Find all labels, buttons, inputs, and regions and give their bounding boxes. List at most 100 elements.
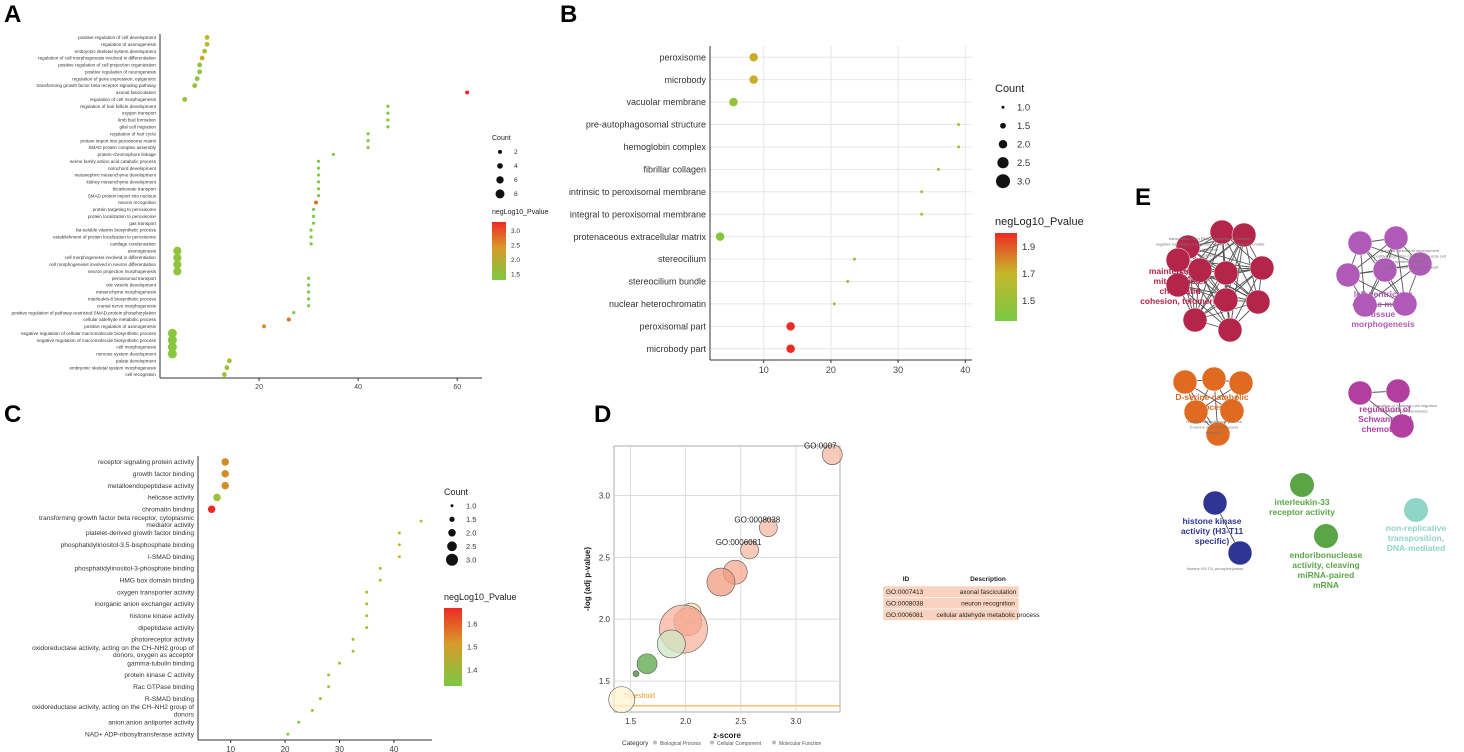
category-label: growth factor binding	[133, 471, 195, 478]
color-legend-label: 1.7	[1022, 269, 1035, 280]
cluster-label: interleukin-33	[1274, 497, 1330, 507]
data-point	[297, 720, 301, 724]
panel-c-dotplot: 10 20 30 40 receptor signaling protein activ…	[32, 456, 517, 752]
category-label: cellular aldehyde metabolic process	[83, 317, 156, 322]
data-point	[397, 531, 401, 535]
y-tick-label: 2.5	[599, 553, 611, 562]
category-label: fat-soluble vitamin biosynthetic process	[76, 228, 157, 233]
size-legend-label: 6	[514, 177, 518, 184]
category-label: limb bud formation	[118, 118, 156, 123]
category-label: integral to peroxisomal membrane	[570, 209, 706, 219]
bubble	[821, 444, 843, 465]
network-node	[1314, 524, 1338, 548]
network-node	[1213, 287, 1239, 313]
color-legend-label: 2.0	[511, 257, 520, 264]
category-label: gas transport	[129, 221, 157, 226]
network-node	[1227, 540, 1253, 566]
category-label: oxidoreductase activity, acting on the C…	[32, 704, 194, 711]
bubble	[657, 629, 686, 659]
data-point	[920, 212, 924, 216]
network-node	[1165, 247, 1191, 273]
category-label: positive regulation of axonogenesis	[84, 324, 156, 329]
network-node	[1217, 317, 1243, 343]
category-label: microbody	[664, 75, 706, 85]
network-edge	[1177, 259, 1231, 331]
data-point	[262, 324, 267, 329]
category-label: positive regulation of cell projection o…	[58, 63, 156, 68]
data-point	[318, 697, 322, 701]
data-point	[204, 35, 210, 40]
size-legend-label: 8	[514, 191, 518, 198]
category-label: oxidoreductase activity, acting on the C…	[32, 645, 194, 652]
data-point	[311, 207, 316, 212]
color-legend-label: 1.6	[467, 620, 477, 629]
bubble-label: GO:0008038	[734, 516, 780, 525]
data-point	[366, 139, 370, 143]
panel-a-dotplot: 20 40 60 positive regulation of cell develo…	[11, 34, 549, 391]
data-point	[386, 111, 390, 115]
category-label: chromatin binding	[142, 507, 194, 514]
cluster-label: D-serine catabolic	[1175, 392, 1248, 402]
data-point	[365, 590, 369, 594]
panel-letter-d: D	[594, 401, 611, 428]
data-point	[316, 180, 321, 184]
data-point	[307, 297, 311, 301]
size-legend-label: 3.0	[1017, 177, 1030, 188]
threshold-label: Threshold	[624, 693, 655, 700]
category-label: photoreceptor activity	[131, 637, 194, 644]
data-point	[309, 242, 313, 246]
x-tick-label: 2.0	[680, 717, 692, 726]
category-label: SMAD protein complex assembly	[88, 145, 156, 150]
data-point	[310, 708, 314, 712]
category-label: regulation of axonogenesis	[101, 42, 157, 47]
category-label: donors, oxygen as acceptor	[113, 652, 195, 659]
cluster-label: regulation of	[1359, 404, 1411, 414]
cluster-label: cardiac muscle	[1352, 299, 1414, 309]
cluster-label: process	[1196, 402, 1229, 412]
category-label: embryonic skeletal system morphogenesis	[69, 365, 156, 370]
data-point	[202, 48, 208, 54]
cluster-label: Schwann cell	[1358, 414, 1412, 424]
category-label: protein-chromophore linkage	[98, 152, 157, 157]
category-label: cartilage condensation	[110, 241, 156, 246]
category-label: negative regulation of cellular macromol…	[21, 331, 157, 336]
table-cell-description: neuron recognition	[961, 601, 1015, 608]
category-label: positive regulation of cell development	[78, 35, 157, 40]
category-label: gamma-tubulin binding	[127, 660, 194, 667]
size-legend-title: Count	[444, 487, 469, 497]
cluster-minor-label: transcription from RNA polymerase II pro…	[1169, 236, 1252, 241]
cluster-minor-label: myofibril assembly	[1394, 259, 1427, 264]
color-legend-label: 2.5	[511, 242, 520, 249]
bubble	[636, 653, 658, 675]
bubble	[608, 686, 636, 713]
category-label: negative regulation of macromolecule bio…	[37, 338, 157, 343]
data-point	[182, 96, 188, 102]
size-legend-label: 3.0	[466, 556, 476, 565]
size-legend-dot	[497, 163, 503, 169]
color-legend-bar	[995, 233, 1017, 321]
category-label: nervous system development	[96, 352, 156, 357]
category-legend-marker	[772, 740, 776, 745]
data-point	[311, 214, 316, 218]
x-tick-label: 40	[960, 365, 970, 375]
cluster-minor-label: positive regulation of cardiac muscle ce…	[1374, 254, 1446, 259]
data-point	[221, 458, 229, 466]
network-node	[1165, 272, 1191, 298]
category-label: kidney mesenchyme development	[87, 180, 157, 185]
size-legend-dot	[997, 157, 1009, 169]
x-tick-label: 40	[354, 384, 362, 391]
data-point	[167, 335, 177, 345]
panel-b-dotplot: 10 20 30 40 peroxisome microbody vacuolar memb…	[569, 46, 1084, 375]
network-node	[1385, 378, 1411, 404]
category-label: protein import into peroxisome matrix	[80, 138, 156, 143]
size-legend-dot	[448, 529, 456, 537]
category-label: neuron recognition	[118, 200, 156, 205]
category-label: cell morphogenesis	[116, 345, 156, 350]
table-header-description: Description	[970, 576, 1006, 583]
x-tick-label: 60	[453, 384, 461, 391]
data-point	[366, 132, 370, 136]
size-legend-label: 1.5	[1017, 121, 1030, 132]
size-legend-dot	[1001, 105, 1005, 109]
network-node	[1187, 257, 1213, 283]
